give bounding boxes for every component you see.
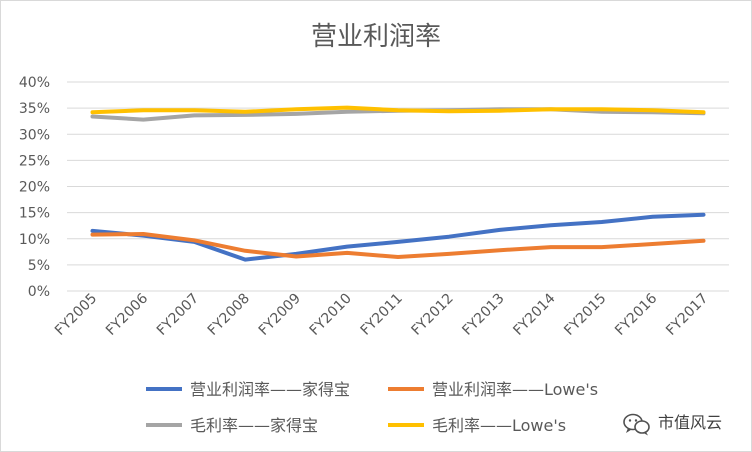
x-tick-label: FY2013: [459, 291, 507, 339]
chart-title: 营业利润率: [311, 22, 441, 52]
y-tick-label: 5%: [28, 258, 50, 274]
x-tick-label: FY2006: [103, 290, 151, 338]
y-axis-ticks: 0% 5% 10% 15% 20% 25% 30% 35% 40%: [19, 75, 50, 300]
y-tick-label: 35%: [19, 101, 50, 117]
y-tick-label: 20%: [19, 180, 50, 196]
x-tick-label: FY2008: [205, 291, 253, 339]
wechat-icon: [623, 413, 650, 436]
series-line-2: [90, 232, 706, 259]
legend-label: 营业利润率——Lowe's: [432, 380, 598, 399]
legend: 营业利润率——家得宝 营业利润率——Lowe's 毛利率——家得宝 毛利率——Lowe…: [146, 380, 598, 435]
x-tick-label: FY2017: [663, 291, 711, 339]
x-tick-label: FY2016: [612, 290, 660, 338]
y-tick-label: 25%: [19, 153, 50, 169]
y-tick-label: 40%: [19, 75, 50, 91]
y-tick-label: 30%: [19, 127, 50, 143]
y-tick-label: 0%: [28, 284, 50, 300]
y-tick-label: 15%: [19, 206, 50, 222]
legend-label: 营业利润率——家得宝: [190, 380, 350, 399]
y-tick-label: 10%: [19, 232, 50, 248]
legend-label: 毛利率——Lowe's: [432, 416, 566, 435]
x-tick-label: FY2007: [154, 291, 202, 339]
series-line-4: [90, 105, 706, 115]
x-tick-label: FY2005: [52, 291, 100, 339]
x-tick-label: FY2012: [409, 291, 457, 339]
x-tick-label: FY2010: [307, 291, 355, 339]
legend-label: 毛利率——家得宝: [190, 416, 318, 435]
x-axis-ticks: FY2005 FY2006 FY2007 FY2008 FY2009 FY2010 FY20…: [52, 290, 711, 338]
x-tick-label: FY2014: [510, 290, 558, 338]
x-tick-label: FY2011: [358, 291, 406, 339]
watermark-text: 市值风云: [658, 413, 722, 432]
watermark: 市值风云: [623, 413, 722, 436]
x-tick-label: FY2009: [256, 291, 304, 339]
series-lines: [90, 105, 706, 262]
x-tick-label: FY2015: [561, 291, 609, 339]
